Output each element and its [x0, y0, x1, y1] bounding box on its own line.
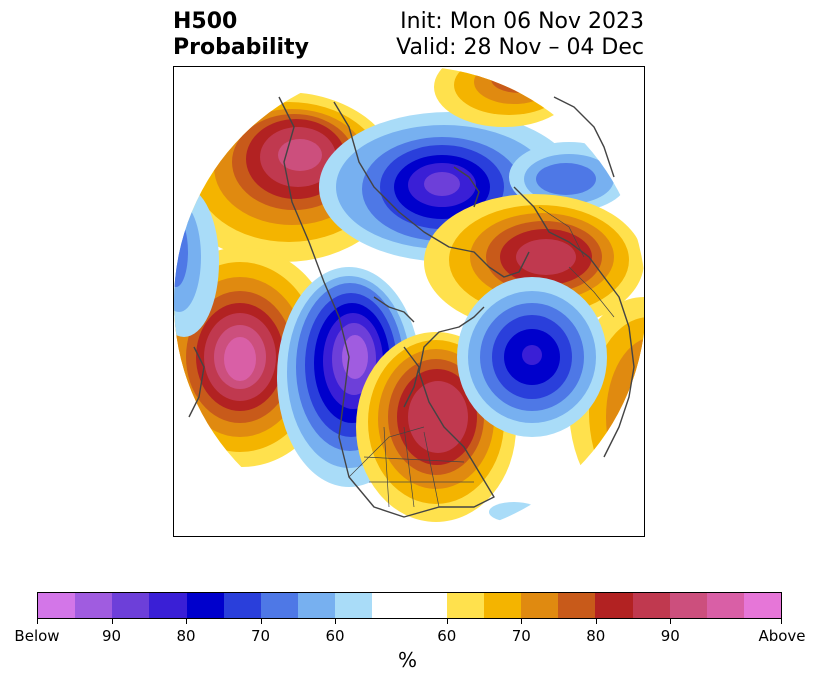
- colorbar-tick-label: 70: [250, 627, 271, 645]
- colorbar-tick-label: 70: [511, 627, 531, 645]
- political-borders: [348, 206, 615, 508]
- map-canvas: [174, 67, 644, 536]
- colorbar-tick: [186, 619, 187, 624]
- colorbar-tick-label: 80: [176, 627, 196, 645]
- colorbar-cell: [335, 593, 373, 618]
- colorbar-cell: [669, 593, 707, 618]
- colorbar-tick-label: 90: [660, 627, 680, 645]
- colorbar-ticks: [37, 619, 782, 629]
- colorbar-tick-label: 60: [437, 627, 457, 645]
- colorbar-tick: [37, 619, 38, 624]
- title-block-right: Init: Mon 06 Nov 2023 Valid: 28 Nov – 04…: [396, 9, 644, 61]
- probability-field: [174, 67, 644, 536]
- colorbar-cell: [521, 593, 559, 618]
- colorbar-cell: [706, 593, 744, 618]
- colorbar-cell: [743, 593, 782, 618]
- colorbar-tick-label: Above: [758, 627, 806, 645]
- colorbar-cell: [186, 593, 224, 618]
- colorbar-tick-label: 60: [325, 627, 345, 645]
- colorbar-tick-label: 90: [101, 627, 122, 645]
- valid-period: Valid: 28 Nov – 04 Dec: [396, 35, 644, 60]
- colorbar-cell: [483, 593, 522, 618]
- colorbar-cell: [149, 593, 187, 618]
- anomaly-below-north-atlantic: [457, 277, 607, 437]
- colorbar-tick: [595, 619, 597, 624]
- colorbar-cell: [558, 593, 596, 618]
- anomaly-below-south: [489, 502, 539, 522]
- colorbar-cell: [632, 593, 670, 618]
- colorbar-cell: [260, 593, 299, 618]
- colorbar-tick: [111, 619, 113, 624]
- colorbar-cell: [112, 593, 150, 618]
- colorbar-tick-label: 80: [586, 627, 606, 645]
- colorbar-tick: [781, 619, 782, 624]
- title-block-left: H500 Probability: [173, 9, 309, 61]
- colorbar-unit: %: [398, 648, 418, 672]
- colorbar-cell: [446, 593, 484, 618]
- colorbar-cell: [409, 593, 447, 618]
- colorbar-cell: [223, 593, 261, 618]
- anomaly-above-europe: [424, 194, 644, 330]
- colorbar-tick: [670, 619, 672, 624]
- coastlines: [188, 96, 635, 518]
- title-variable: H500: [173, 9, 238, 34]
- init-time: Init: Mon 06 Nov 2023: [400, 9, 644, 34]
- colorbar-tick-label: Below: [14, 627, 60, 645]
- colorbar-tick: [446, 619, 448, 624]
- colorbar: [37, 592, 782, 619]
- colorbar-cell: [75, 593, 113, 618]
- colorbar-tick: [260, 619, 262, 624]
- colorbar-cell: [38, 593, 76, 618]
- colorbar-tick: [521, 619, 523, 624]
- colorbar-cell: [298, 593, 336, 618]
- probability-map: [173, 66, 645, 537]
- colorbar-cell: [372, 593, 410, 618]
- title-product: Probability: [173, 35, 309, 60]
- colorbar-tick: [335, 619, 336, 624]
- colorbar-cell: [595, 593, 633, 618]
